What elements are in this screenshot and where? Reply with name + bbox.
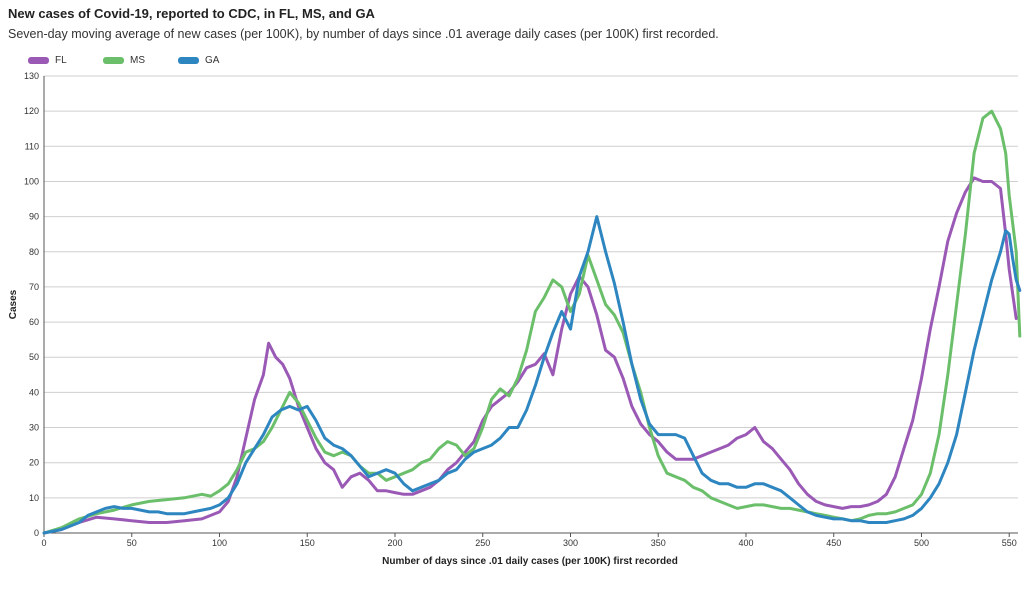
legend-label-ga: GA (205, 55, 220, 66)
chart-subtitle: Seven-day moving average of new cases (p… (8, 27, 719, 41)
x-tick-label: 450 (826, 538, 841, 548)
legend-item-ga[interactable]: GA (178, 55, 253, 66)
y-tick-label: 70 (29, 282, 39, 292)
series-line-ms[interactable] (42, 109, 1022, 535)
y-axis-ticks: 0 10 20 30 40 50 60 70 80 90 100 110 120 130 (24, 71, 39, 538)
y-tick-label: 10 (29, 493, 39, 503)
y-axis-title: Cases (8, 289, 19, 319)
y-tick-label: 40 (29, 387, 39, 397)
legend-item-ms[interactable]: MS (103, 55, 178, 66)
y-tick-label: 50 (29, 352, 39, 362)
legend-swatch-ga (178, 57, 199, 64)
x-tick-label: 300 (563, 538, 578, 548)
x-tick-label: 100 (212, 538, 227, 548)
series-line-fl[interactable] (42, 176, 1018, 535)
y-tick-label: 80 (29, 247, 39, 257)
legend-swatch-fl (28, 57, 49, 64)
y-tick-label: 0 (34, 528, 39, 538)
chart-title: New cases of Covid-19, reported to CDC, … (8, 6, 375, 21)
x-tick-label: 500 (914, 538, 929, 548)
x-tick-label: 50 (127, 538, 137, 548)
y-tick-label: 100 (24, 176, 39, 186)
y-tick-label: 30 (29, 423, 39, 433)
legend-label-fl: FL (55, 55, 67, 66)
y-tick-label: 20 (29, 458, 39, 468)
x-tick-label: 250 (475, 538, 490, 548)
x-tick-label: 350 (651, 538, 666, 548)
x-tick-label: 550 (1002, 538, 1017, 548)
y-tick-label: 120 (24, 106, 39, 116)
x-tick-label: 400 (738, 538, 753, 548)
y-tick-label: 110 (25, 141, 39, 151)
x-axis-ticks: 0 50 100 150 200 250 300 350 400 450 500 550 (41, 533, 1017, 548)
y-tick-label: 90 (29, 212, 39, 222)
chart-legend: FL MS GA (28, 55, 253, 66)
y-tick-label: 130 (24, 71, 39, 81)
y-tick-label: 60 (29, 317, 39, 327)
x-axis-title: Number of days since .01 daily cases (pe… (382, 556, 678, 567)
x-tick-label: 0 (41, 538, 46, 548)
x-tick-label: 200 (387, 538, 402, 548)
x-tick-label: 150 (300, 538, 315, 548)
legend-item-fl[interactable]: FL (28, 55, 103, 66)
chart-series (42, 109, 1022, 535)
legend-swatch-ms (103, 57, 124, 64)
chart-gridlines (43, 75, 1018, 534)
series-line-ga[interactable] (42, 215, 1022, 535)
legend-label-ms: MS (130, 55, 145, 66)
